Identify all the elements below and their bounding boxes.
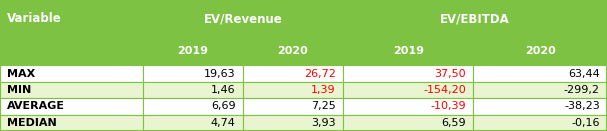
- Text: -10,39: -10,39: [430, 101, 466, 111]
- Text: Variable: Variable: [7, 12, 62, 25]
- Text: 1,46: 1,46: [211, 85, 236, 95]
- Text: 26,72: 26,72: [304, 69, 336, 79]
- Bar: [343, 66, 473, 82]
- Text: 2020: 2020: [277, 46, 308, 56]
- Text: -0,16: -0,16: [571, 118, 600, 128]
- Text: 63,44: 63,44: [568, 69, 600, 79]
- Bar: [343, 115, 473, 131]
- Bar: [143, 115, 243, 131]
- Text: MEDIAN: MEDIAN: [7, 118, 57, 128]
- Bar: [343, 0, 607, 37]
- Text: 6,59: 6,59: [441, 118, 466, 128]
- Bar: [143, 37, 243, 66]
- Bar: [0, 98, 143, 115]
- Bar: [0, 0, 143, 37]
- Text: 7,25: 7,25: [311, 101, 336, 111]
- Bar: [0, 37, 143, 66]
- Bar: [143, 82, 243, 98]
- Bar: [143, 66, 243, 82]
- Bar: [343, 37, 473, 66]
- Text: 4,74: 4,74: [211, 118, 236, 128]
- Text: -154,20: -154,20: [424, 85, 466, 95]
- Bar: [343, 82, 473, 98]
- Text: 2019: 2019: [393, 46, 424, 56]
- Bar: [473, 66, 607, 82]
- Text: EV/EBITDA: EV/EBITDA: [440, 12, 510, 25]
- Text: AVERAGE: AVERAGE: [7, 101, 66, 111]
- Text: MAX: MAX: [7, 69, 36, 79]
- Text: MIN: MIN: [7, 85, 32, 95]
- Bar: [0, 66, 143, 82]
- Text: 2019: 2019: [177, 46, 208, 56]
- Bar: [243, 37, 343, 66]
- Bar: [143, 98, 243, 115]
- Bar: [473, 115, 607, 131]
- Text: 3,93: 3,93: [311, 118, 336, 128]
- Text: 1,39: 1,39: [311, 85, 336, 95]
- Text: EV/Revenue: EV/Revenue: [203, 12, 282, 25]
- Text: 6,69: 6,69: [211, 101, 236, 111]
- Text: -299,2: -299,2: [564, 85, 600, 95]
- Bar: [473, 82, 607, 98]
- Text: -38,23: -38,23: [564, 101, 600, 111]
- Text: 19,63: 19,63: [204, 69, 236, 79]
- Bar: [473, 98, 607, 115]
- Bar: [0, 115, 143, 131]
- Text: 2020: 2020: [525, 46, 555, 56]
- Bar: [243, 66, 343, 82]
- Bar: [343, 98, 473, 115]
- Bar: [143, 0, 343, 37]
- Text: 37,50: 37,50: [435, 69, 466, 79]
- Bar: [243, 98, 343, 115]
- Bar: [0, 82, 143, 98]
- Bar: [473, 37, 607, 66]
- Bar: [243, 82, 343, 98]
- Bar: [243, 115, 343, 131]
